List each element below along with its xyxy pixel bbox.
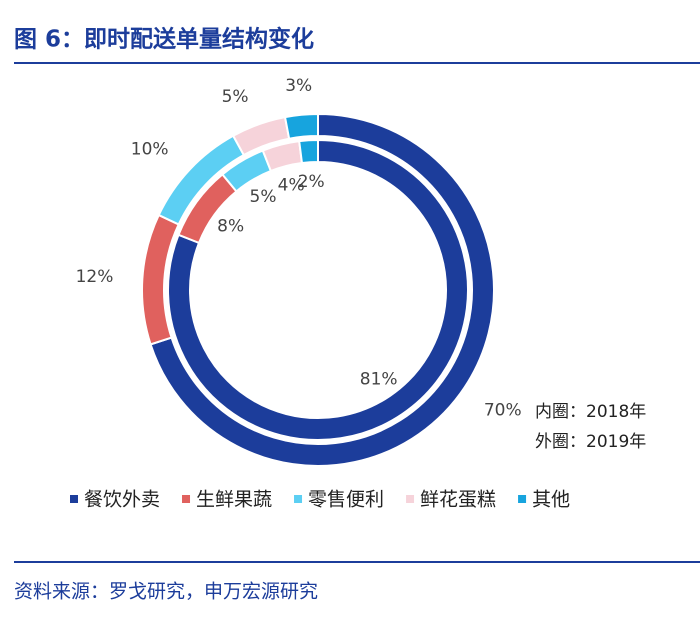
legend-label: 零售便利 — [308, 489, 384, 511]
legend-swatch — [70, 495, 78, 503]
data-label: 70% — [484, 400, 522, 420]
legend-swatch — [406, 495, 415, 503]
donut-segment — [298, 138, 319, 165]
donut-segment — [261, 140, 304, 173]
donut-segment — [167, 138, 469, 441]
data-label: 5% — [222, 87, 249, 107]
data-label: 2% — [298, 172, 325, 192]
legend-label: 鲜花蛋糕 — [420, 489, 496, 511]
legend-swatch — [182, 495, 191, 503]
legend-label: 生鲜果蔬 — [196, 489, 272, 511]
data-label: 3% — [285, 76, 312, 96]
legend-label: 其他 — [532, 489, 570, 511]
data-label: 81% — [360, 369, 398, 389]
legend-swatch — [294, 495, 303, 503]
legend-label: 餐饮外卖 — [84, 489, 160, 511]
ring-note: 内圈：2018年 — [535, 402, 646, 422]
data-label: 4% — [278, 175, 305, 195]
donut-segment — [283, 112, 319, 140]
source: 资料来源：罗戈研究，申万宏源研究 — [14, 581, 318, 603]
data-label: 5% — [250, 187, 277, 207]
legend-swatch — [518, 495, 527, 503]
data-label: 10% — [131, 140, 169, 160]
data-label: 8% — [217, 217, 244, 237]
chart-title: 图 6：即时配送单量结构变化 — [14, 26, 314, 53]
ring-note: 外圈：2019年 — [535, 432, 646, 452]
donut-segment — [149, 112, 495, 467]
data-label: 12% — [76, 267, 114, 287]
